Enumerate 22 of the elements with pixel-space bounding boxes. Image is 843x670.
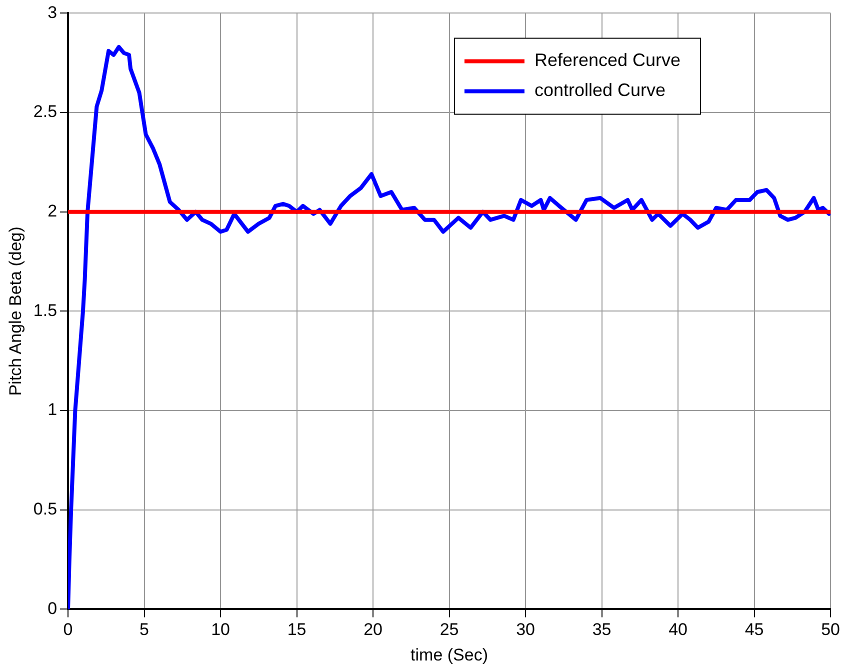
y-tick-label: 0 — [48, 598, 58, 618]
y-tick-label: 1 — [48, 400, 58, 420]
x-tick-label: 40 — [668, 620, 688, 640]
x-tick-label: 20 — [364, 620, 382, 640]
x-tick-label: 0 — [63, 620, 73, 640]
x-tick-label: 5 — [140, 620, 150, 640]
x-tick-label: 15 — [287, 620, 306, 640]
legend-label: Referenced Curve — [534, 50, 681, 70]
y-tick-label: 2.5 — [33, 102, 58, 122]
x-tick-label: 25 — [440, 620, 459, 640]
x-tick-label: 30 — [516, 620, 535, 640]
y-tick-label: 2 — [48, 202, 58, 221]
x-axis-title: time (Sec) — [410, 645, 488, 664]
x-tick-label: 35 — [592, 620, 612, 640]
y-tick-label: 3 — [48, 2, 58, 22]
x-tick-label: 50 — [821, 620, 840, 640]
y-axis-title: Pitch Angle Beta (deg) — [6, 226, 25, 396]
x-tick-label: 10 — [211, 620, 230, 640]
x-tick-label: 45 — [744, 620, 764, 640]
y-tick-label: 1.5 — [33, 300, 58, 320]
legend-label: controlled Curve — [534, 80, 666, 100]
y-tick-label: 0.5 — [33, 500, 58, 519]
